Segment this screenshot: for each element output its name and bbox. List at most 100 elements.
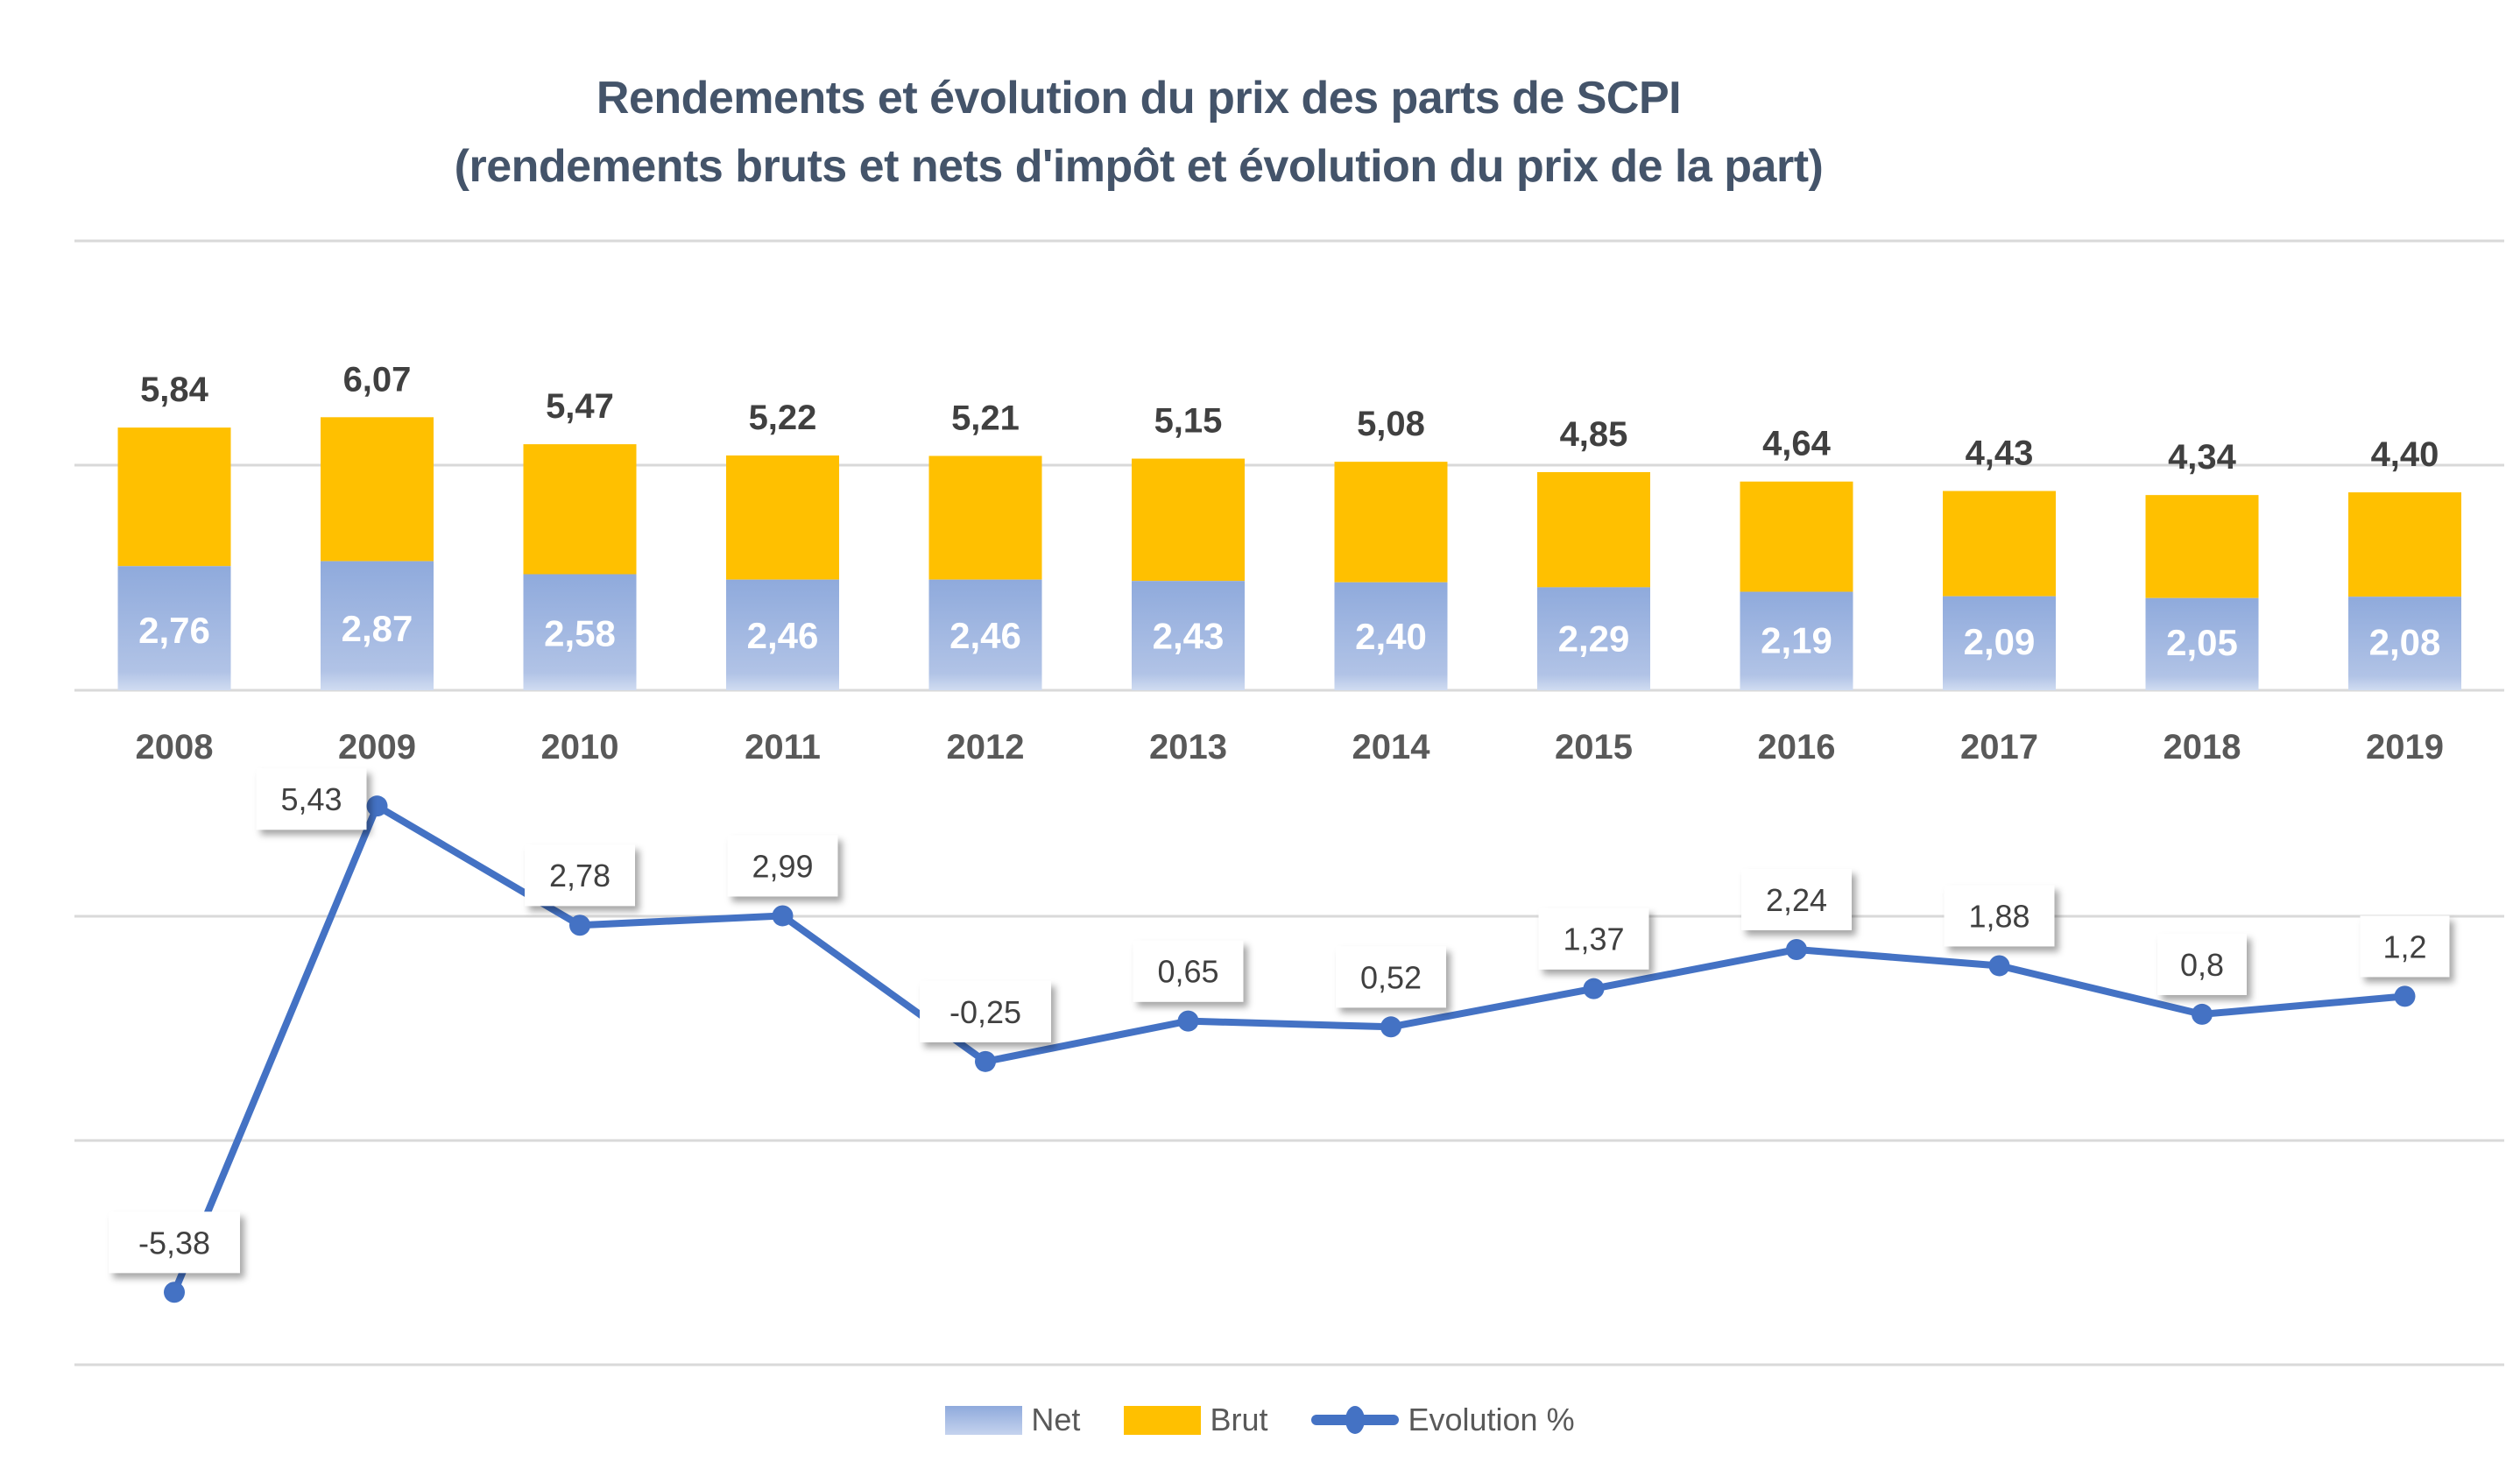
bar-brut (726, 455, 839, 580)
legend-swatch-line-marker-icon (1311, 1402, 1400, 1437)
data-label-net: 2,19 (1761, 619, 1832, 660)
data-label-evolution-text: 2,78 (549, 858, 611, 893)
data-label-evolution: -0,25 (920, 980, 1051, 1042)
data-label-evolution: 2,24 (1741, 868, 1852, 930)
data-label-evolution: 2,78 (525, 844, 635, 907)
data-label-box (1944, 885, 2055, 947)
bar-brut (1537, 471, 1650, 588)
line-point (2394, 985, 2416, 1007)
bar-net (2348, 597, 2461, 690)
data-label-net: 2,40 (1355, 616, 1427, 657)
data-label-brut: 6,07 (343, 360, 412, 399)
bar-brut (2348, 492, 2461, 597)
legend-item-evolution[interactable]: Evolution % (1311, 1402, 1575, 1438)
data-label-brut: 5,22 (749, 399, 817, 437)
line-point (975, 1050, 996, 1072)
data-label-evolution: -5,38 (109, 1211, 240, 1274)
bar-brut (928, 456, 1042, 580)
data-label-net: 2,46 (949, 615, 1021, 656)
x-tick-label: 2011 (745, 728, 821, 766)
data-label-evolution-text: 2,99 (752, 848, 813, 884)
x-tick-label: 2015 (1555, 728, 1633, 766)
x-tick-label: 2018 (2164, 728, 2241, 766)
data-label-evolution-text: 0,52 (1360, 959, 1422, 995)
data-label-evolution: 1,88 (1944, 885, 2055, 947)
data-label-evolution-text: 2,24 (1766, 882, 1827, 918)
x-tick-label: 2017 (1960, 728, 2038, 766)
data-label-box (109, 1211, 240, 1274)
data-label-net: 2,87 (342, 608, 413, 649)
x-tick-label: 2016 (1758, 728, 1836, 766)
data-label-brut: 4,43 (1966, 434, 2034, 473)
bar-brut (2145, 495, 2259, 598)
bar-brut (1943, 491, 2056, 597)
line-point (1786, 938, 1807, 960)
line-point (1988, 955, 2010, 977)
data-label-box (2360, 915, 2450, 978)
data-label-evolution-text: 1,88 (1968, 898, 2029, 934)
data-label-evolution: 0,65 (1133, 940, 1244, 1002)
data-label-evolution-text: 5,43 (280, 781, 342, 817)
data-label-box (1133, 940, 1244, 1002)
line-point (772, 905, 794, 927)
data-label-evolution: 0,8 (2157, 933, 2247, 995)
data-label-evolution-text: 1,2 (2382, 929, 2426, 964)
data-label-brut: 5,47 (546, 387, 614, 426)
data-label-box (256, 768, 367, 830)
data-label-brut: 4,85 (1560, 415, 1628, 454)
bar-net (117, 566, 231, 690)
legend-swatch-brut (1124, 1405, 1202, 1435)
data-label-evolution-text: -5,38 (138, 1225, 210, 1261)
legend-item-net[interactable]: Net (945, 1402, 1080, 1438)
data-label-net: 2,05 (2166, 622, 2238, 663)
x-tick-label: 2019 (2366, 728, 2444, 766)
chart-subtitle: (rendements bruts et nets d'impôt et évo… (454, 141, 1824, 192)
data-label-net: 2,43 (1153, 616, 1225, 657)
x-tick-label: 2010 (541, 728, 619, 766)
bar-net (1334, 582, 1448, 690)
data-label-evolution-text: 1,37 (1563, 922, 1624, 957)
x-tick-label: 2013 (1149, 728, 1227, 766)
data-label-evolution-text: 0,8 (2180, 947, 2224, 983)
x-axis-tick-labels: 2008 2009 2010 2011 2012 2013 2014 2015 2016 2017… (136, 728, 2444, 766)
x-tick-label: 2014 (1352, 728, 1431, 766)
data-label-box (920, 980, 1051, 1042)
bar-net (928, 579, 1042, 690)
bar-brut (321, 417, 434, 561)
bar-net (726, 579, 839, 690)
line-evolution (171, 802, 2405, 1294)
bar-net (523, 574, 637, 690)
data-label-box (525, 844, 635, 907)
data-label-evolution: 0,52 (1336, 946, 1446, 1008)
line-series: -5,38 5,43 2,78 2,99 -0,25 0,65 0,52 1,37 2,24 1,… (109, 768, 2450, 1303)
data-label-brut: 5,84 (140, 371, 209, 409)
bar-net (1132, 581, 1245, 690)
line-point (2192, 1003, 2213, 1025)
bar-net (1943, 596, 2056, 690)
x-tick-label: 2012 (947, 728, 1025, 766)
data-label-evolution: 5,43 (256, 768, 367, 830)
bar-net (321, 561, 434, 690)
data-label-brut: 4,40 (2371, 435, 2439, 474)
line-point (164, 1282, 185, 1303)
line-point (1583, 978, 1605, 999)
legend-item-brut[interactable]: Brut (1124, 1402, 1267, 1438)
data-label-brut: 5,15 (1154, 402, 1223, 441)
data-label-net: 2,76 (138, 610, 210, 651)
data-label-box (1538, 907, 1649, 970)
line-point (366, 795, 388, 817)
chart-title: Rendements et évolution du prix des part… (596, 73, 1682, 124)
data-label-brut: 5,21 (951, 399, 1020, 437)
bar-net (1537, 587, 1650, 690)
data-label-box (2157, 933, 2247, 995)
data-label-brut: 5,08 (1357, 405, 1425, 443)
bar-brut (1334, 462, 1448, 583)
legend-label-net: Net (1031, 1402, 1081, 1437)
data-label-net: 2,08 (2369, 621, 2441, 662)
data-label-evolution-text: -0,25 (949, 994, 1021, 1030)
data-label-evolution-text: 0,65 (1157, 954, 1218, 990)
bar-brut (117, 427, 231, 567)
bar-net (1740, 591, 1853, 690)
